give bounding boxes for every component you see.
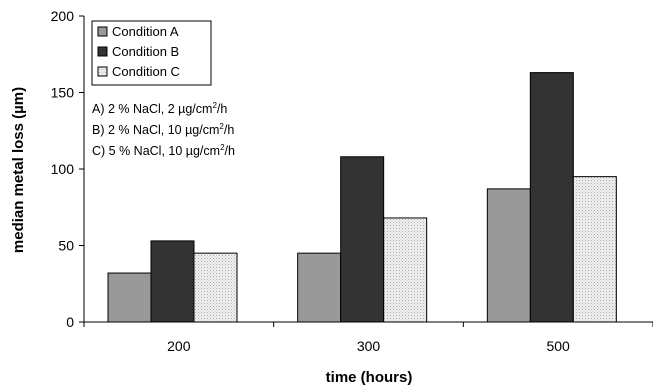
bars-layer [107,72,617,323]
annotation-a: A) 2 % NaCl, 2 µg/cm2/h [92,101,227,116]
x-tick-label: 300 [357,338,381,354]
legend-label: Condition C [112,64,180,79]
bar-condition-c-300 [383,217,428,323]
x-tick-label: 200 [167,338,191,354]
y-tick-label: 100 [51,161,75,177]
y-axis-title: median metal loss (µm) [10,87,27,253]
legend-swatch-condition-c [97,66,108,77]
legend-label: Condition A [112,24,179,39]
bar-condition-b-200 [150,240,195,323]
ticks-layer: 0 50 100 150 200 200 300 500 [51,8,653,354]
legend-label: Condition B [112,44,179,59]
legend-box [91,20,212,86]
y-tick-label: 0 [66,314,74,330]
legend: Condition A Condition B Condition C [91,20,212,86]
bar-condition-b-500 [529,72,574,323]
legend-swatch-condition-b [97,46,108,57]
annotations: A) 2 % NaCl, 2 µg/cm2/h B) 2 % NaCl, 10 µ… [92,101,235,158]
bar-condition-a-200 [107,272,152,323]
annotation-b: B) 2 % NaCl, 10 µg/cm2/h [92,122,234,137]
x-axis-title: time (hours) [326,369,413,386]
legend-swatch-condition-a [97,26,108,37]
bar-condition-a-300 [297,252,342,323]
bar-condition-b-300 [340,156,385,323]
bar-condition-c-200 [193,252,238,323]
y-tick-label: 50 [58,238,74,254]
bar-condition-a-500 [486,188,531,323]
y-tick-label: 200 [51,8,75,24]
x-tick-label: 500 [546,338,570,354]
annotation-c: C) 5 % NaCl, 10 µg/cm2/h [92,143,235,158]
bar-condition-c-500 [572,176,617,323]
y-tick-label: 150 [51,85,75,101]
